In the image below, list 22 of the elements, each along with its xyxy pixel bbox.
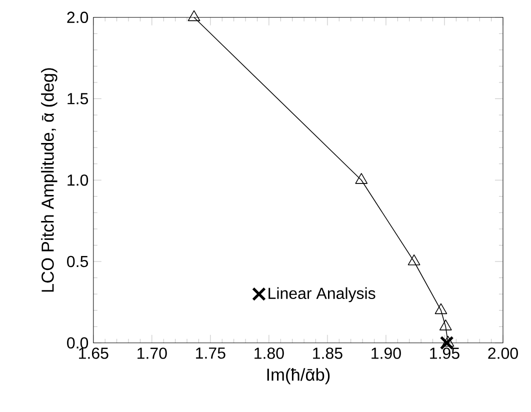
y-tick-label: 0.0 — [67, 337, 88, 348]
x-axis-title: Im(ħ/ᾱb) — [267, 368, 330, 384]
y-axis-title: LCO Pitch Amplitude, ᾱ (deg) — [41, 68, 58, 292]
x-tick-label: 1.90 — [372, 347, 401, 359]
legend-label: Linear Analysis — [268, 287, 376, 302]
y-tick-label: 1.0 — [68, 174, 88, 186]
y-tick-label: 1.5 — [68, 93, 88, 104]
point — [442, 336, 454, 346]
y-tick-label: 2.0 — [67, 12, 88, 23]
x-tick-label: 2.00 — [488, 347, 518, 359]
point — [434, 303, 448, 314]
point — [439, 319, 452, 330]
point — [188, 10, 200, 21]
x-tick-label: 1.70 — [138, 347, 167, 359]
y-tick-label: 0.5 — [67, 256, 88, 268]
x-tick-label: 1.65 — [79, 347, 108, 359]
x-tick-label: 1.80 — [254, 347, 284, 359]
x-tick-label: 1.75 — [196, 347, 226, 359]
x-tick-label: 1.95 — [430, 347, 460, 359]
point — [408, 254, 420, 266]
point — [355, 172, 368, 184]
x-tick-label: 1.85 — [313, 347, 342, 359]
